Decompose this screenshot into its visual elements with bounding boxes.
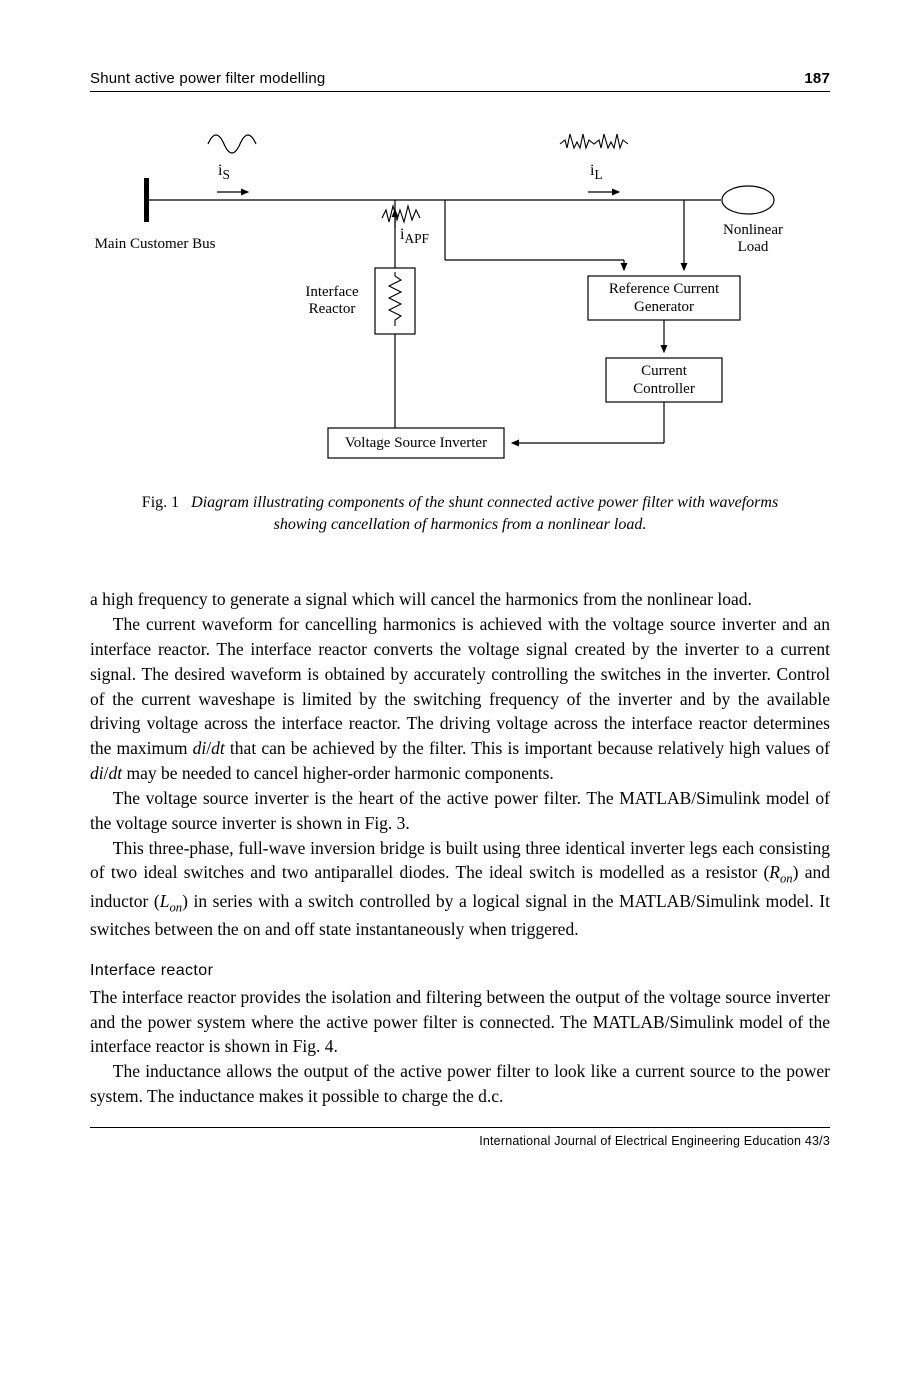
iapf-waveform-icon — [382, 206, 420, 222]
iapf-sub: APF — [404, 231, 428, 246]
figure-caption-text: Diagram illustrating components of the s… — [191, 494, 778, 533]
para-6: The inductance allows the output of the … — [90, 1059, 830, 1109]
p2-di2: di — [90, 763, 104, 783]
cc1: Current — [641, 363, 687, 379]
bus-bar — [144, 178, 149, 222]
footer-text: International Journal of Electrical Engi… — [90, 1134, 830, 1148]
footer-rule — [90, 1127, 830, 1128]
inductor-icon — [389, 272, 401, 326]
ref-gen-label: Reference Current Generator — [588, 280, 740, 316]
p4-L: L — [160, 891, 170, 911]
figure-number: Fig. 1 — [142, 494, 179, 511]
para-3: The voltage source inverter is the heart… — [90, 786, 830, 836]
p2-dt: dt — [211, 738, 225, 758]
p4-Lon-sub: on — [169, 900, 182, 914]
il-sub: L — [594, 167, 602, 182]
header-title: Shunt active power filter modelling — [90, 70, 325, 87]
current-controller-label: Current Controller — [606, 362, 722, 398]
vsi-label: Voltage Source Inverter — [328, 434, 504, 452]
p4-R: R — [769, 862, 780, 882]
page: Shunt active power filter modelling 187 — [0, 0, 920, 1380]
p2c: may be needed to cancel higher-order har… — [122, 763, 554, 783]
p2-dt2: dt — [109, 763, 123, 783]
nonlinear-load-ellipse — [722, 186, 774, 214]
section-heading: Interface reactor — [90, 960, 830, 983]
nl1: Nonlinear — [723, 222, 783, 238]
running-header: Shunt active power filter modelling 187 — [90, 70, 830, 92]
para-4: This three-phase, full-wave inversion br… — [90, 836, 830, 942]
is-sub: S — [222, 167, 229, 182]
para-5: The interface reactor provides the isola… — [90, 985, 830, 1060]
para-1: a high frequency to generate a signal wh… — [90, 587, 830, 612]
nl2: Load — [738, 239, 769, 255]
figure-caption: Fig. 1 Diagram illustrating components o… — [130, 492, 790, 535]
p2-di: di — [193, 738, 207, 758]
il-waveform-icon — [560, 134, 628, 148]
rg2: Generator — [634, 299, 694, 315]
interface-reactor-label: Interface Reactor — [295, 284, 369, 319]
il-label: iL — [590, 162, 603, 183]
header-page-number: 187 — [804, 70, 830, 87]
iapf-label: iAPF — [400, 226, 429, 247]
p2a: The current waveform for cancelling harm… — [90, 614, 830, 758]
rg1: Reference Current — [609, 281, 719, 297]
cc2: Controller — [633, 381, 695, 397]
ir2: Reactor — [309, 301, 356, 317]
ir1: Interface — [305, 284, 358, 300]
body-text: a high frequency to generate a signal wh… — [90, 587, 830, 1109]
p2b: that can be achieved by the filter. This… — [225, 738, 830, 758]
is-label: iS — [218, 162, 230, 183]
nonlinear-load-label: Nonlinear Load — [708, 222, 798, 257]
is-waveform-icon — [208, 135, 256, 153]
para-2: The current waveform for cancelling harm… — [90, 612, 830, 786]
figure-1: iS iL iAPF Main Customer Bus Nonlinear L… — [90, 112, 830, 472]
p4c: ) in series with a switch controlled by … — [90, 891, 830, 939]
p4a: This three-phase, full-wave inversion br… — [90, 838, 830, 883]
p4-Ron-sub: on — [780, 872, 793, 886]
main-bus-label: Main Customer Bus — [90, 236, 220, 253]
